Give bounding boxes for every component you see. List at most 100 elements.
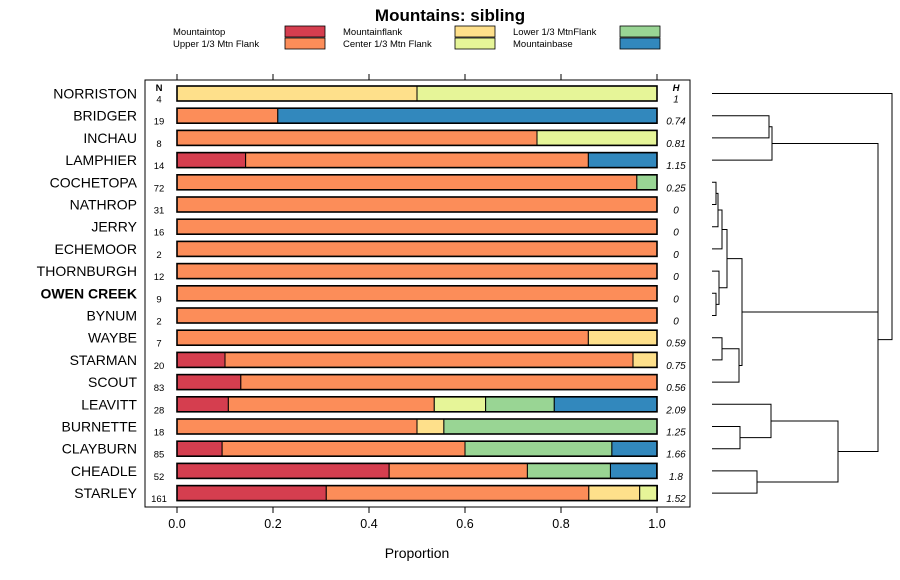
bar-outline xyxy=(176,373,658,391)
n-value: 52 xyxy=(154,472,165,483)
h-value: 0 xyxy=(673,250,679,261)
h-value: 2.09 xyxy=(665,405,686,416)
legend-label-mountaintop: Mountaintop xyxy=(173,27,225,38)
row-label: THORNBURGH xyxy=(37,263,137,279)
bar-segment-upper-1-3-mtn-flank xyxy=(221,440,466,457)
n-value: 72 xyxy=(154,183,165,194)
h-value: 1.52 xyxy=(666,494,686,505)
bar-segment-lower-1-3-mtnflank xyxy=(485,396,555,413)
bar-segment-upper-1-3-mtn-flank xyxy=(176,129,538,146)
row-clayburn: CLAYBURN 85 1.66 xyxy=(62,440,686,461)
row-label: OWEN CREEK xyxy=(41,285,137,301)
h-value: 1.25 xyxy=(666,428,686,439)
legend-label-upper-1-3-mtn-flank: Upper 1/3 Mtn Flank xyxy=(173,39,259,50)
legend-label-mountainbase: Mountainbase xyxy=(513,39,573,50)
row-label: COCHETOPA xyxy=(50,174,138,190)
n-value: 28 xyxy=(154,405,165,416)
h-value: 0.59 xyxy=(666,339,686,350)
h-value: 0.75 xyxy=(666,361,686,372)
bar-segment-upper-1-3-mtn-flank xyxy=(227,396,435,413)
bar-segment-upper-1-3-mtn-flank xyxy=(388,462,528,479)
bar-segment-mountainbase xyxy=(587,152,658,169)
legend-label-lower-1-3-mtnflank: Lower 1/3 MtnFlank xyxy=(513,27,597,38)
bar-outline xyxy=(176,174,658,191)
row-cheadle: CHEADLE 52 1.8 xyxy=(71,462,683,483)
n-value: 83 xyxy=(154,383,165,394)
n-value: 7 xyxy=(156,339,161,350)
row-bridger: BRIDGER 19 0.74 xyxy=(73,107,686,128)
dendrogram-branch xyxy=(757,420,839,483)
row-waybe: WAYBE 7 0.59 xyxy=(88,329,686,350)
h-value: 0 xyxy=(673,272,679,283)
bar-segment-lower-1-3-mtnflank xyxy=(526,462,611,479)
bar-segment-mountaintop xyxy=(176,374,242,391)
dendrogram-branch xyxy=(712,470,758,494)
dendrogram-branch xyxy=(838,227,879,452)
h-value: 1.66 xyxy=(666,450,686,461)
legend-label-mountainflank: Mountainflank xyxy=(343,27,402,38)
x-tick-label: 0.2 xyxy=(264,517,281,531)
h-value: 0.25 xyxy=(666,183,686,194)
bar-segment-lower-1-3-mtnflank xyxy=(443,418,658,435)
bar-outline xyxy=(176,218,658,235)
n-value: 4 xyxy=(156,95,161,106)
bar-segment-upper-1-3-mtn-flank xyxy=(176,285,658,302)
bar-outline xyxy=(176,440,658,458)
row-label: INCHAU xyxy=(83,130,137,146)
row-label: BRIDGER xyxy=(73,108,137,124)
legend-swatch-upper-1-3-mtn-flank xyxy=(284,37,326,50)
n-value: 19 xyxy=(154,117,165,128)
bar-segment-center-1-3-mtn-flank xyxy=(639,485,658,502)
bar-outline xyxy=(176,240,658,258)
row-label: NATHROP xyxy=(70,197,137,213)
bar-segment-upper-1-3-mtn-flank xyxy=(176,263,658,280)
row-label: STARMAN xyxy=(70,352,137,368)
legend-label-center-1-3-mtn-flank: Center 1/3 Mtn Flank xyxy=(343,39,432,50)
row-starman: STARMAN 20 0.75 xyxy=(70,351,686,372)
h-value: 0 xyxy=(673,206,679,217)
h-value: 1 xyxy=(673,95,679,106)
legend-swatch-center-1-3-mtn-flank xyxy=(454,37,496,50)
n-value: 2 xyxy=(156,317,161,328)
bar-segment-mountainbase xyxy=(609,462,658,479)
row-inchau: INCHAU 8 0.81 xyxy=(83,129,686,150)
dendrogram-branch xyxy=(712,192,719,228)
n-value: 2 xyxy=(156,250,161,261)
dendrogram-branch xyxy=(712,115,770,139)
x-tick-label: 0.0 xyxy=(168,517,185,531)
bar-outline xyxy=(176,151,658,169)
row-burnette: BURNETTE 18 1.25 xyxy=(62,418,686,439)
n-value: 18 xyxy=(154,428,165,439)
x-axis-label: Proportion xyxy=(385,545,450,561)
bar-outline xyxy=(176,85,658,102)
dendrogram-branch xyxy=(712,403,772,439)
row-jerry: JERRY 16 0 xyxy=(91,218,679,239)
legend-swatch-mountainflank xyxy=(454,25,496,38)
row-starley: STARLEY 161 1.52 xyxy=(74,484,686,505)
bar-segment-upper-1-3-mtn-flank xyxy=(176,418,418,435)
dendrogram-branch xyxy=(712,93,893,341)
bar-segment-upper-1-3-mtn-flank xyxy=(245,152,589,169)
row-echemoor: ECHEMOOR 2 0 xyxy=(55,240,679,261)
bar-outline xyxy=(176,462,658,480)
row-thornburgh: THORNBURGH 12 0 xyxy=(37,262,679,283)
x-tick-label: 0.4 xyxy=(360,517,377,531)
dendrogram-branch xyxy=(727,258,743,366)
row-label: LAMPHIER xyxy=(65,152,137,168)
x-tick-label: 0.6 xyxy=(456,517,473,531)
x-tick-label: 0.8 xyxy=(552,517,569,531)
row-leavitt: LEAVITT 28 2.09 xyxy=(81,395,686,416)
bar-segment-lower-1-3-mtnflank xyxy=(464,440,613,457)
bar-segment-center-1-3-mtn-flank xyxy=(536,129,658,146)
n-value: 14 xyxy=(154,161,165,172)
chart-title: Mountains: sibling xyxy=(375,6,525,25)
dendrogram-branch xyxy=(712,126,773,161)
row-label: CLAYBURN xyxy=(62,441,137,457)
bar-segment-upper-1-3-mtn-flank xyxy=(325,485,590,502)
bar-segment-mountaintop xyxy=(176,485,327,502)
bar-segment-center-1-3-mtn-flank xyxy=(433,396,487,413)
row-owen-creek: OWEN CREEK 9 0 xyxy=(41,284,679,305)
